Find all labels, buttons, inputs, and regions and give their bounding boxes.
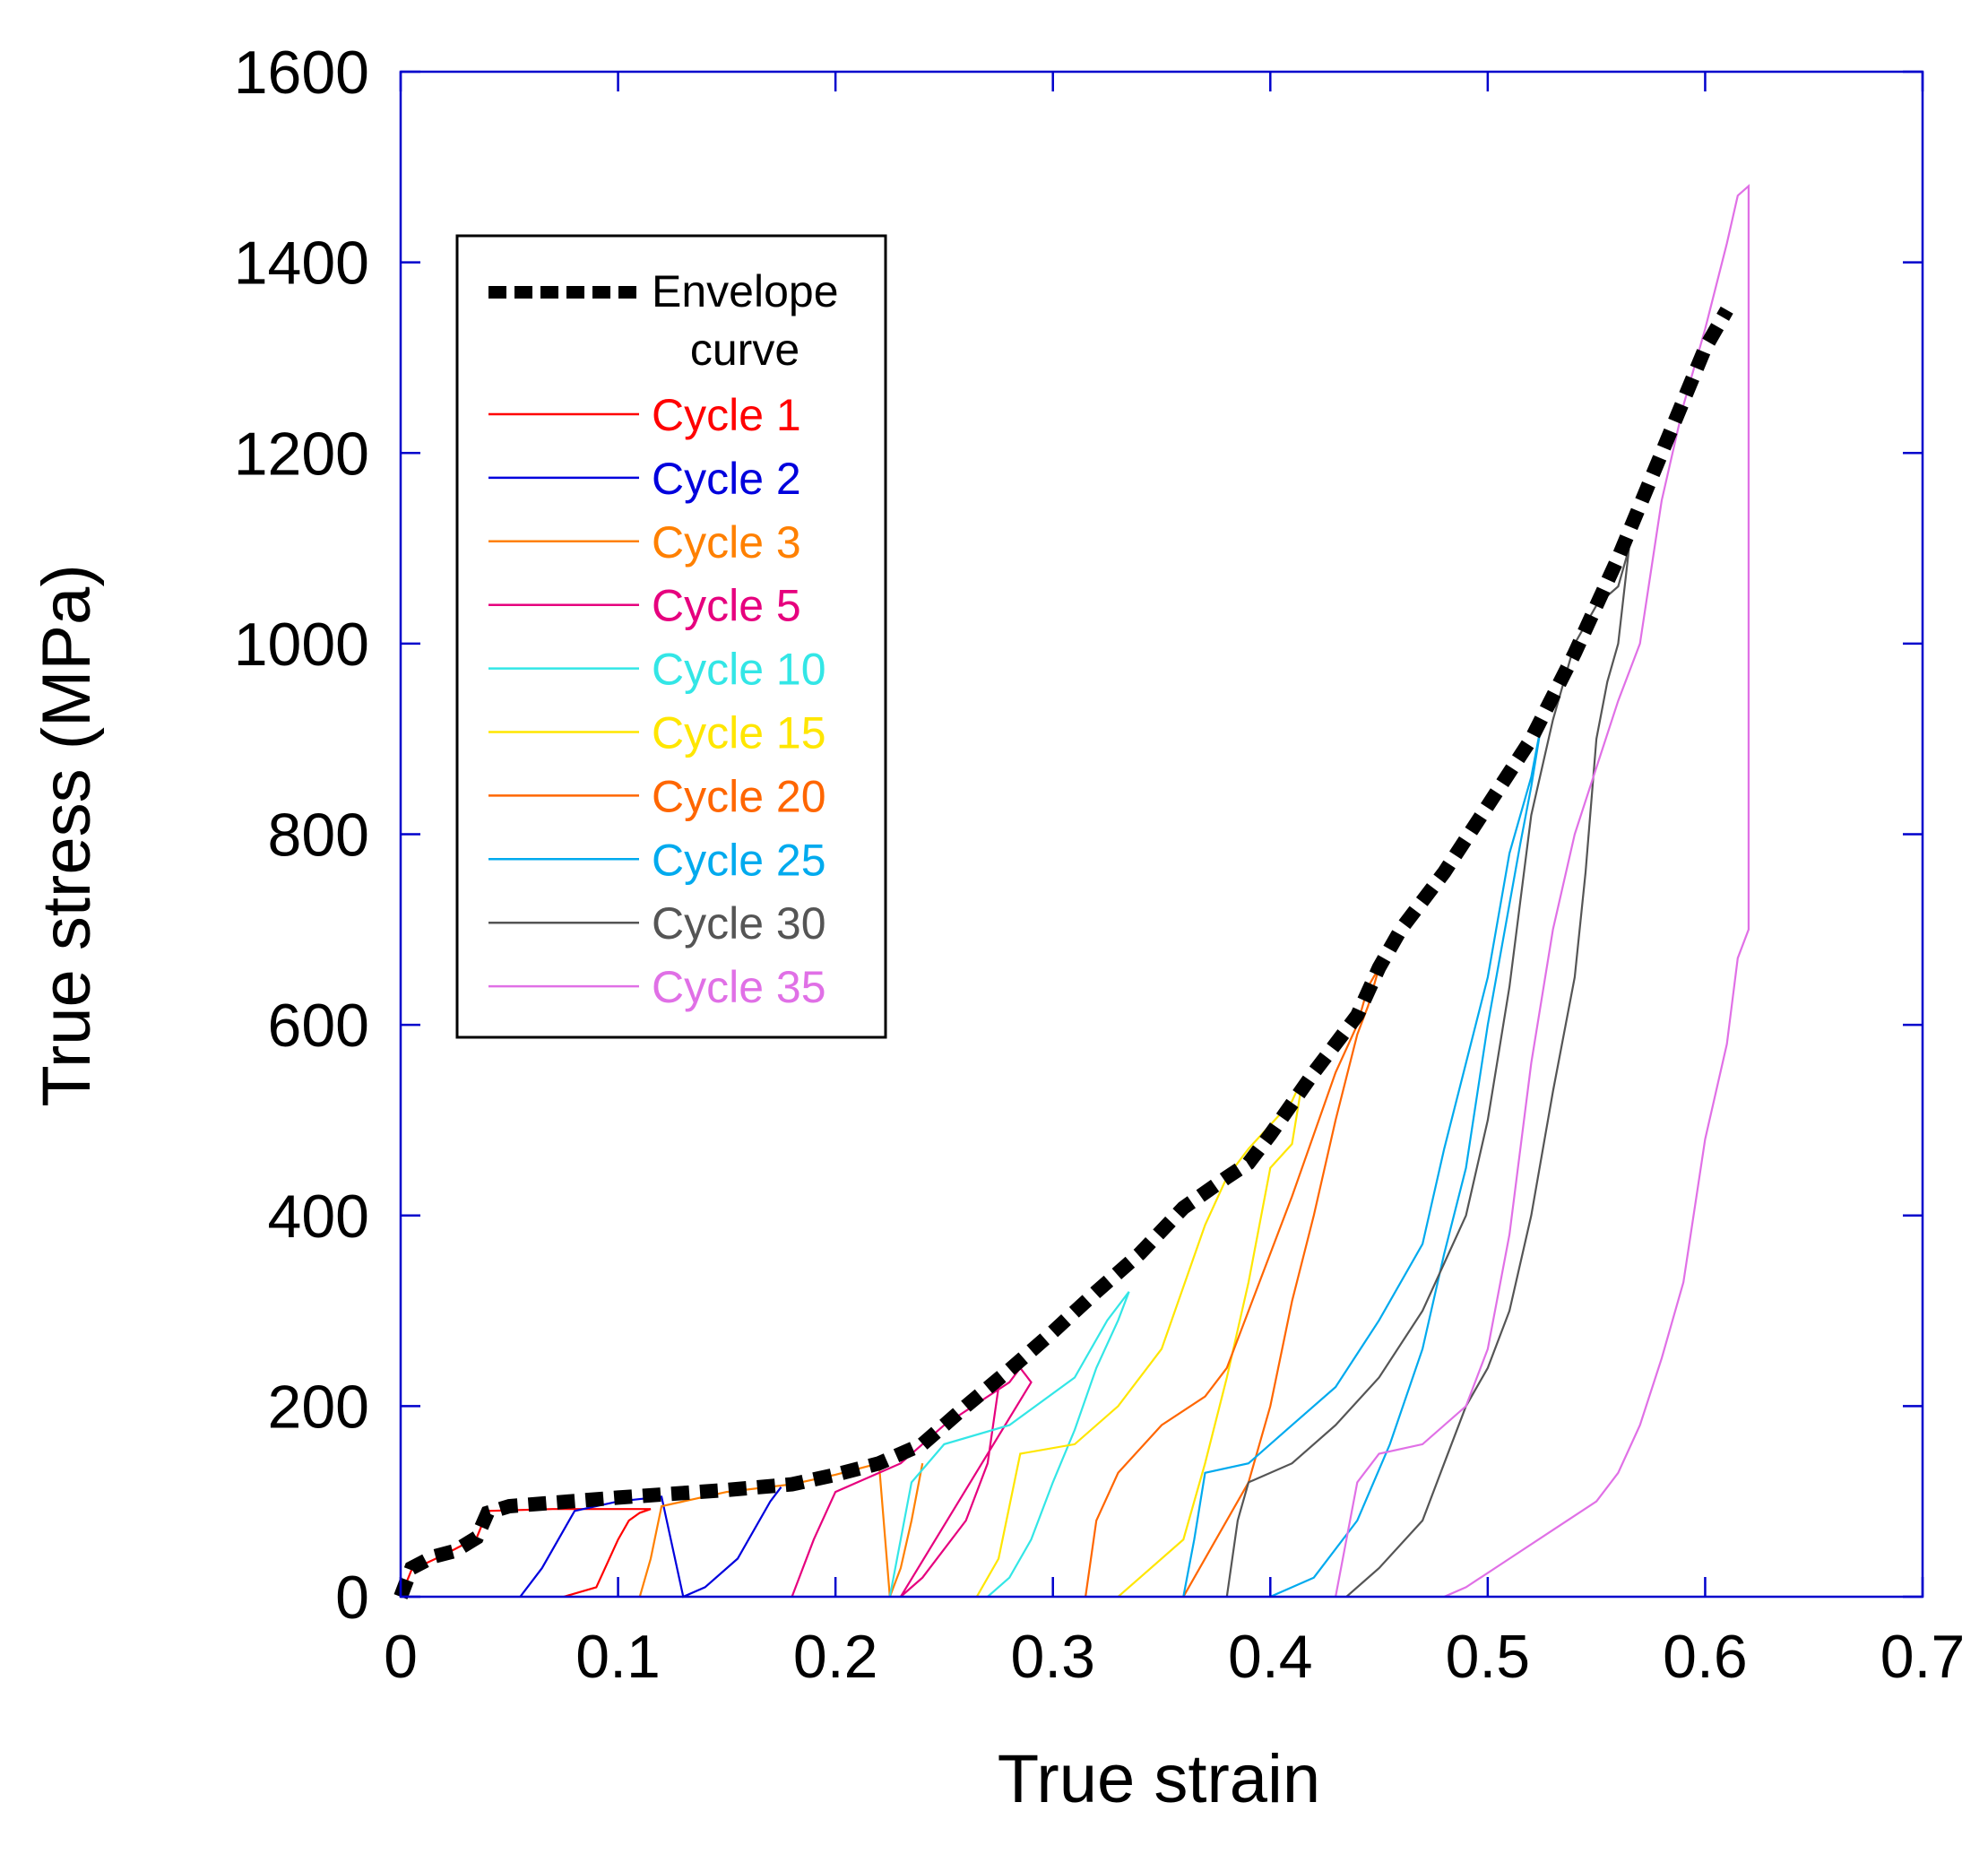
legend-label-cycle-3: Cycle 3 <box>652 517 801 568</box>
tick-layer <box>399 70 1924 1599</box>
legend-label-cycle-25: Cycle 25 <box>652 835 826 885</box>
series-cycle-2-line <box>519 1486 782 1599</box>
legend-label-cycle-1: Cycle 1 <box>652 390 801 440</box>
x-tick-label: 0 <box>384 1623 418 1691</box>
legend-label-cycle-35: Cycle 35 <box>652 962 826 1012</box>
y-tick-label: 200 <box>268 1373 369 1441</box>
x-tick-label: 0.2 <box>793 1623 878 1691</box>
legend-label-cycle-30: Cycle 30 <box>652 898 826 949</box>
x-tick-label: 0.1 <box>575 1623 661 1691</box>
series-cycle-35-line <box>1335 184 1750 1599</box>
legend-label-cycle-5: Cycle 5 <box>652 581 801 631</box>
series-cycle-30-line <box>1225 548 1630 1598</box>
legend-label-cycle-20: Cycle 20 <box>652 771 826 821</box>
legend-label-envelope-line2: curve <box>690 325 800 375</box>
y-tick-label: 800 <box>268 802 369 870</box>
y-tick-label: 1400 <box>234 230 369 298</box>
x-axis-label: True strain <box>998 1741 1320 1817</box>
label-layer: 0 0.1 0.2 0.3 0.4 0.5 0.6 0.7 0 200 400 600 800 1000 1… <box>234 39 1966 1691</box>
x-tick-label: 0.6 <box>1663 1623 1748 1691</box>
y-tick-label: 600 <box>268 992 369 1060</box>
y-tick-label: 400 <box>268 1183 369 1251</box>
legend: Envelope curve Cycle 1 Cycle 2 Cycle 3 Cycle … <box>455 234 887 1039</box>
legend-label-cycle-2: Cycle 2 <box>652 454 801 504</box>
envelope-curve-line <box>393 306 1733 1599</box>
y-axis-label: True stress (MPa) <box>29 564 105 1106</box>
series-cycle-3-line <box>638 1461 924 1598</box>
x-tick-label: 0.4 <box>1228 1623 1313 1691</box>
series-cycle-25-line <box>1182 719 1543 1599</box>
x-tick-label: 0.7 <box>1880 1623 1966 1691</box>
legend-label-cycle-10: Cycle 10 <box>652 645 826 695</box>
legend-label-cycle-15: Cycle 15 <box>652 708 826 758</box>
legend-box <box>455 234 887 1039</box>
x-tick-label: 0.3 <box>1010 1623 1095 1691</box>
series-cycle-10-line <box>888 1291 1130 1598</box>
y-tick-label: 1600 <box>234 39 369 107</box>
x-tick-label: 0.5 <box>1446 1623 1531 1691</box>
y-tick-label: 1200 <box>234 420 369 488</box>
legend-label-envelope: Envelope <box>652 266 839 316</box>
series-layer <box>393 184 1750 1599</box>
y-tick-label: 1000 <box>234 611 369 679</box>
y-tick-label: 0 <box>335 1564 369 1632</box>
